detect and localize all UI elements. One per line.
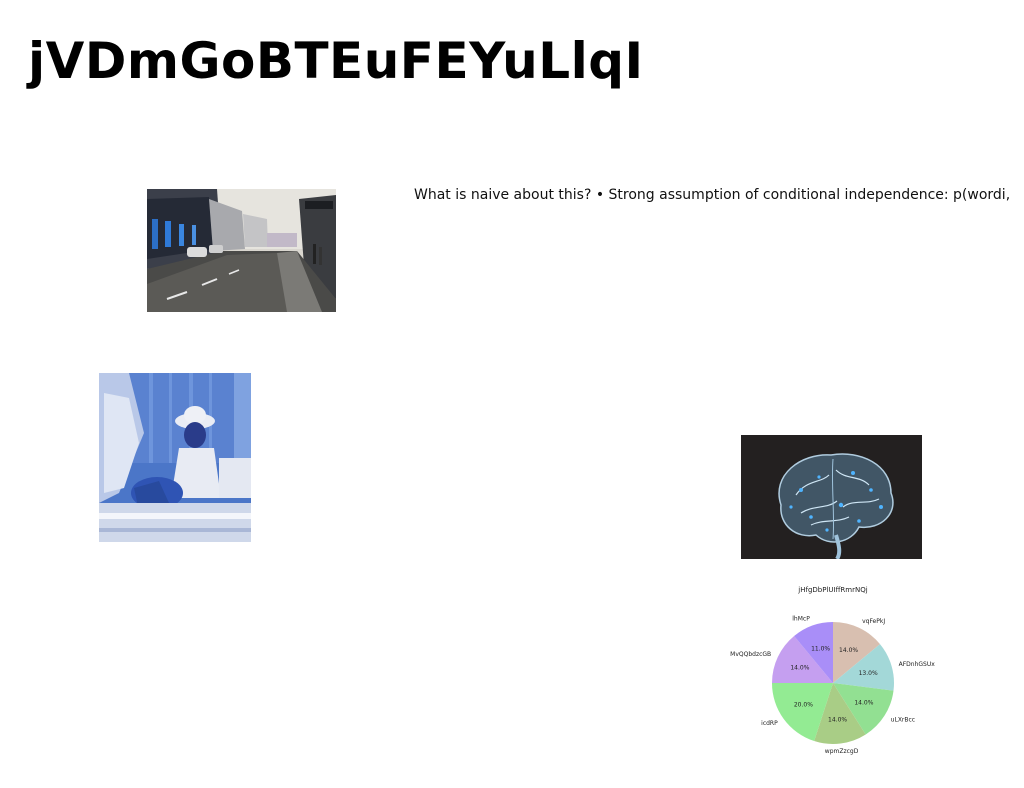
pie-slice-label: MvQQbdzcGB bbox=[730, 651, 771, 658]
pie-chart: jHfgDbPlUIffRmrNQj 14.0% 13.0% 14.0% 14.0% 2… bbox=[730, 582, 940, 774]
pie-slice-label: vqFePkJ bbox=[862, 618, 885, 625]
pie-slice-uLXrBcc bbox=[833, 683, 894, 735]
pie-slice-label: uLXrBcc bbox=[891, 717, 915, 724]
pie-slice-MvQQbdzcGB bbox=[772, 635, 833, 683]
pie-slice-AFDnhGSUx bbox=[833, 644, 894, 691]
brain-illustration bbox=[741, 435, 922, 559]
pie-slice-vqFePkJ bbox=[833, 622, 881, 683]
pie-slice-wpmZzcgD bbox=[814, 683, 866, 744]
pie-slice-label: wpmZzcgD bbox=[825, 748, 859, 755]
pie-slice-label: icdRP bbox=[761, 720, 778, 727]
street-photo bbox=[147, 189, 336, 312]
body-text: What is naive about this? • Strong assum… bbox=[414, 187, 1011, 203]
pie-pct-label: 13.0% bbox=[859, 670, 878, 677]
pie-slice-label: lhMcP bbox=[792, 616, 810, 623]
pie-slice-icdRP bbox=[772, 683, 833, 742]
pie-pct-label: 14.0% bbox=[854, 700, 873, 707]
pie-pct-label: 20.0% bbox=[794, 702, 813, 709]
pie-pct-label: 14.0% bbox=[828, 716, 847, 723]
pie-pct-label: 14.0% bbox=[790, 664, 809, 671]
pie-slice-label: AFDnhGSUx bbox=[899, 661, 936, 668]
pie-pct-label: 14.0% bbox=[839, 647, 858, 654]
page-title: jVDmGoBTEuFEYuLlqI bbox=[28, 32, 644, 90]
pie-pct-label: 11.0% bbox=[811, 646, 830, 653]
chart-title: jHfgDbPlUIffRmrNQj bbox=[797, 586, 867, 594]
pie-slice-lhMcP bbox=[794, 622, 833, 683]
person-photo bbox=[99, 373, 251, 542]
